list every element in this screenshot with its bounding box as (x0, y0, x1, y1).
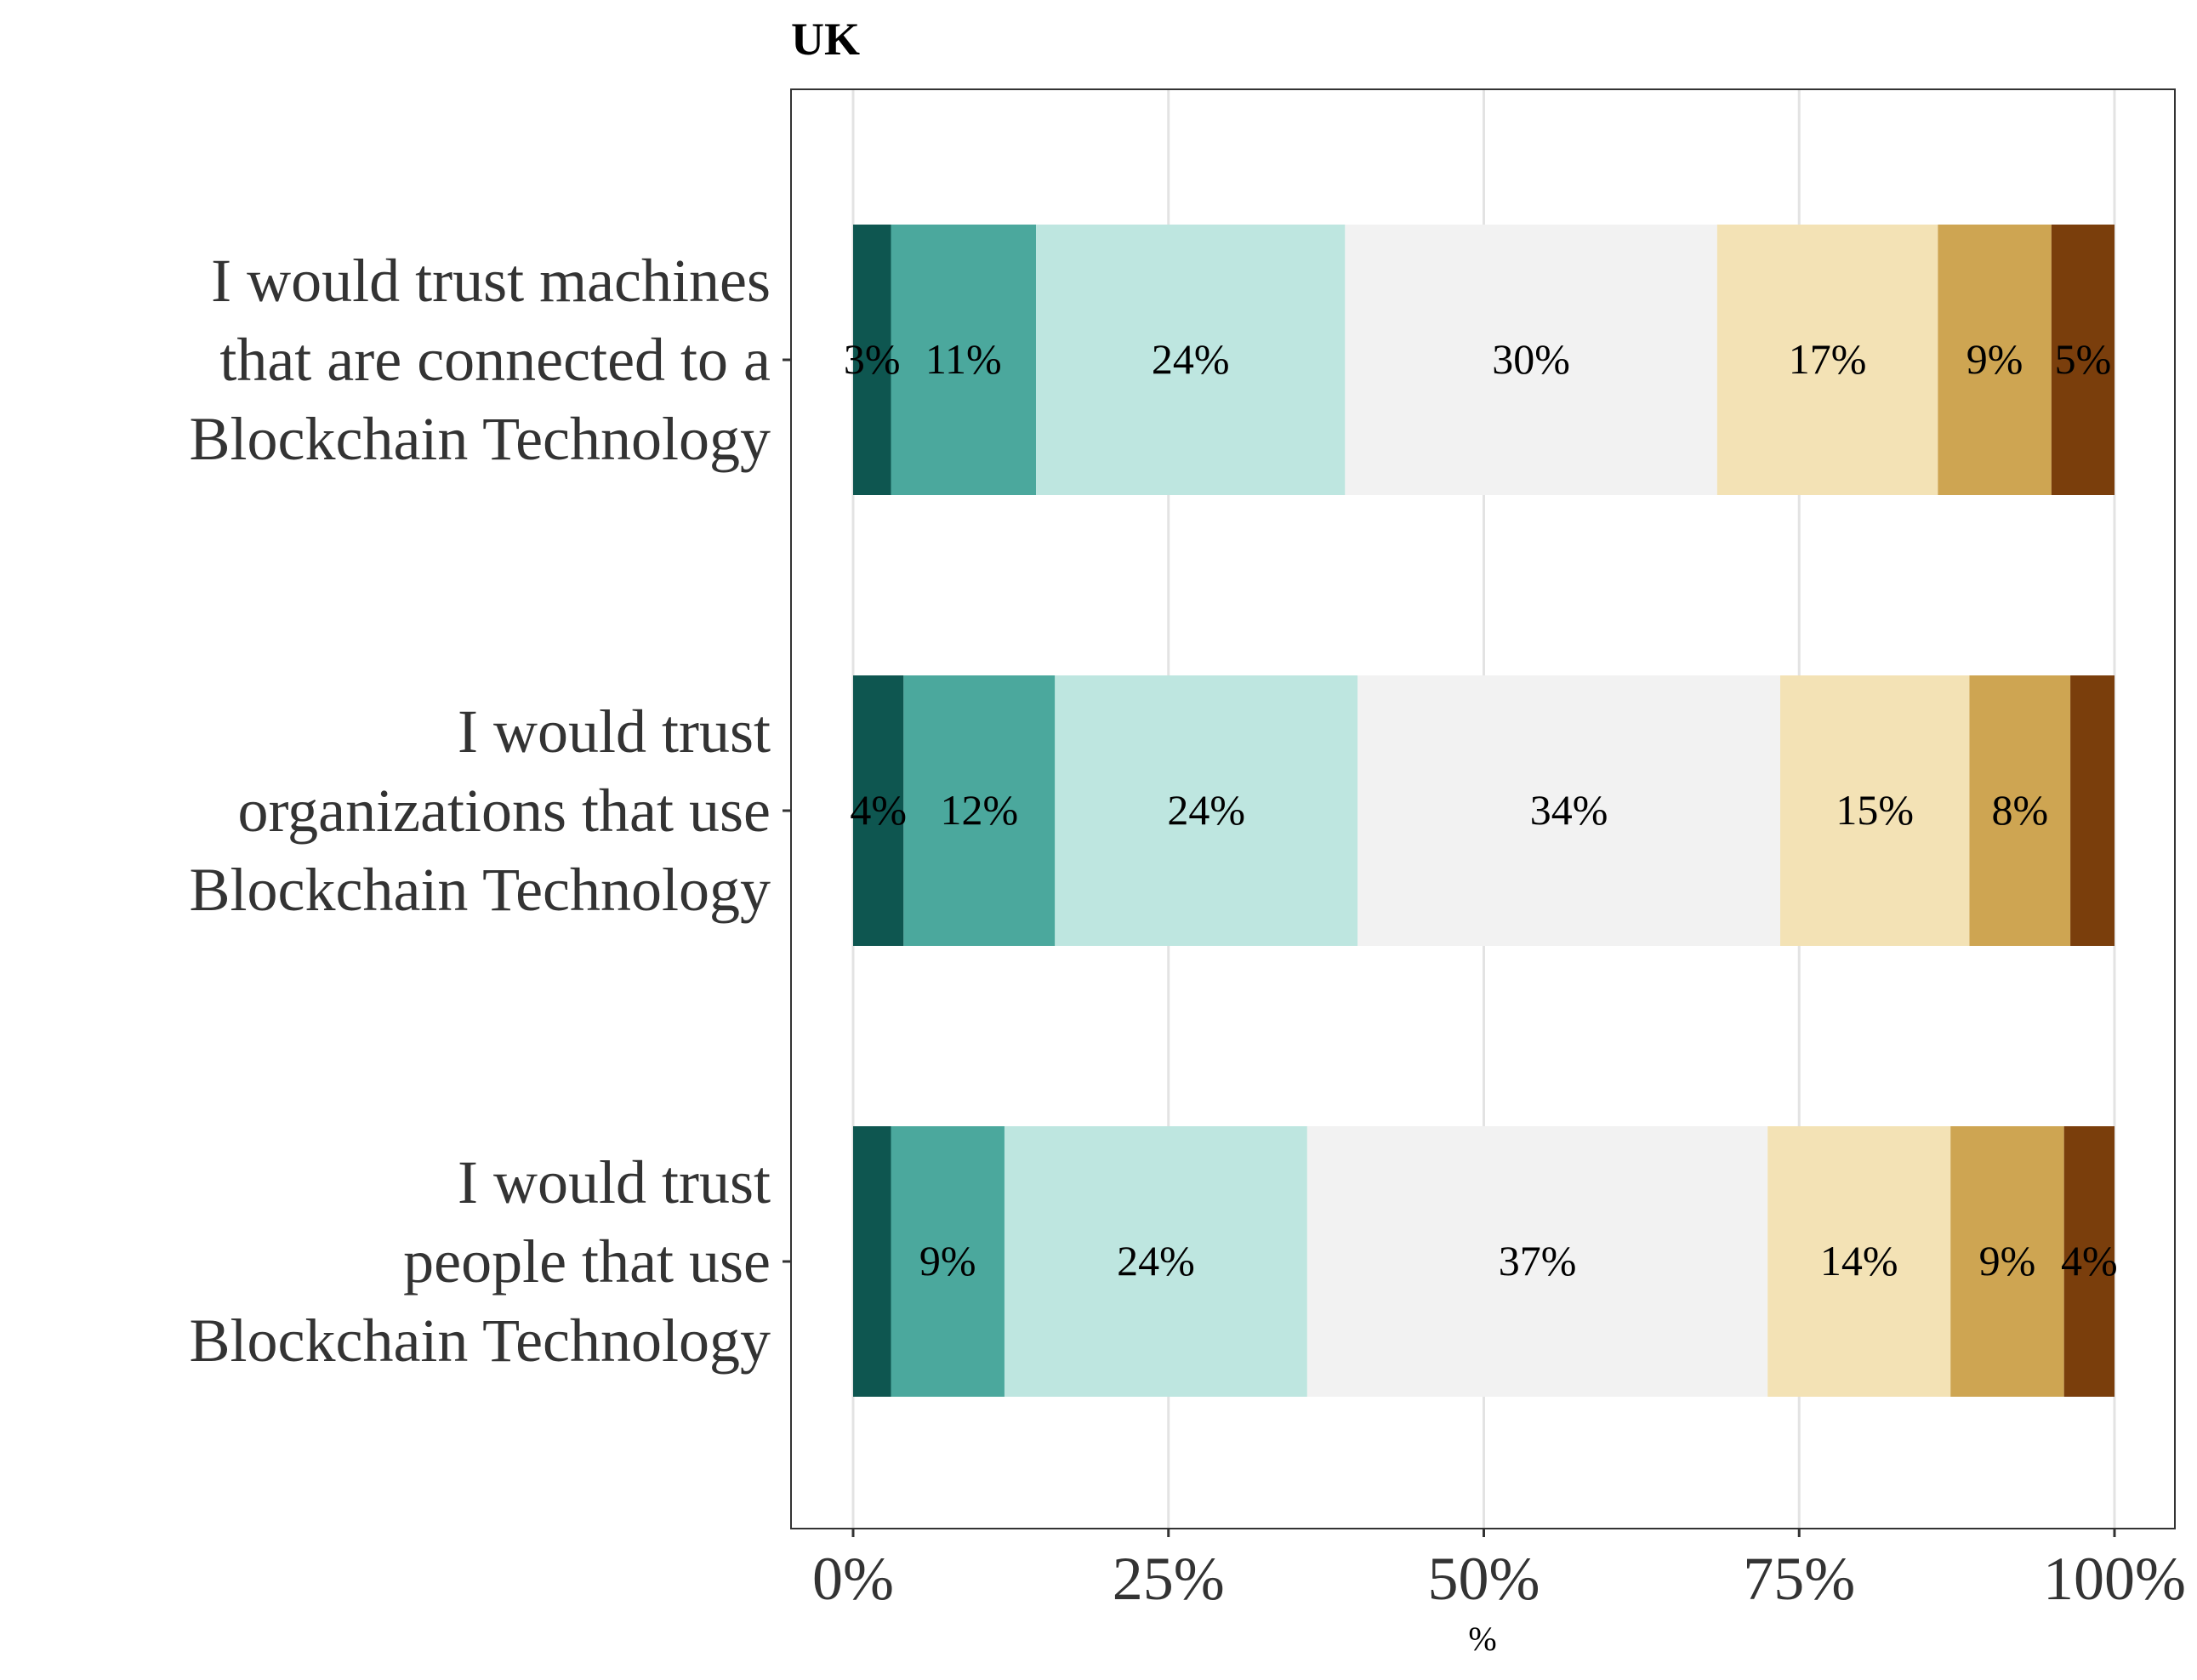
data-label: 17% (1789, 335, 1867, 383)
data-label: 30% (1492, 335, 1570, 383)
data-label: 4% (850, 786, 907, 834)
bar-segment (1055, 675, 1358, 946)
bar-segment (1716, 225, 1938, 495)
data-label: 9% (1966, 335, 2023, 383)
bar-segment (1780, 675, 1970, 946)
y-tick-label: Blockchain Technology (190, 856, 771, 924)
data-label: 34% (1530, 786, 1608, 834)
data-label: 24% (1167, 786, 1245, 834)
chart-title: UK (791, 14, 860, 65)
bar-segment (1004, 1126, 1307, 1397)
x-tick-label: 25% (1113, 1545, 1225, 1613)
bar-segment (891, 225, 1037, 495)
data-label: 12% (940, 786, 1018, 834)
x-tick-label: 50% (1428, 1545, 1540, 1613)
bar-segment (1969, 675, 2071, 946)
data-label: 3% (844, 335, 901, 383)
x-tick-label: 0% (812, 1545, 894, 1613)
y-tick-label: I would trust machines (211, 247, 771, 315)
y-tick-label: people that use (403, 1227, 771, 1296)
bar-segment (2051, 225, 2114, 495)
x-tick-label: 100% (2043, 1545, 2186, 1613)
data-label: 15% (1836, 786, 1914, 834)
bar-segment (1345, 225, 1717, 495)
data-label: 11% (925, 335, 1002, 383)
bar-segment (1938, 225, 2052, 495)
y-tick-label: organizations that use (237, 777, 771, 845)
bar-segment (891, 1126, 1005, 1397)
data-label: 8% (1991, 786, 2048, 834)
bar-segment (1306, 1126, 1768, 1397)
data-label: 24% (1117, 1237, 1195, 1284)
y-tick-label: Blockchain Technology (190, 405, 771, 473)
x-axis-title: % (1468, 1620, 1496, 1658)
bar-segment (853, 675, 904, 946)
bar-segment (903, 675, 1056, 946)
data-label: 5% (2055, 335, 2112, 383)
x-axis: 0% 25% 50% 75% 100% (812, 1529, 2186, 1613)
bar-segment (853, 225, 891, 495)
data-label: 4% (2061, 1237, 2118, 1284)
bar-segment (1767, 1126, 1951, 1397)
y-tick-label: Blockchain Technology (190, 1307, 771, 1375)
bars (853, 225, 2114, 1397)
data-label: 9% (1979, 1237, 2036, 1284)
x-tick-label: 75% (1743, 1545, 1855, 1613)
data-label: 14% (1820, 1237, 1898, 1284)
bar-segment (853, 1126, 891, 1397)
data-label: 37% (1499, 1237, 1577, 1284)
y-tick-label: I would trust (458, 698, 771, 766)
data-labels: 3% 11% 24% 30% 17% 9% 5% 4% 12% 24% 34% 15% 8% 9% 24% 3… (844, 335, 2118, 1284)
bar-segment (1036, 225, 1346, 495)
bar-segment (1357, 675, 1781, 946)
y-tick-label: I would trust (458, 1148, 771, 1216)
y-tick-label: that are connected to a (219, 326, 771, 394)
bar-segment (2070, 675, 2114, 946)
y-axis: I would trust machines that are connected… (190, 247, 791, 1375)
data-label: 24% (1152, 335, 1230, 383)
bar-segment (2063, 1126, 2114, 1397)
bar-segment (1950, 1126, 2064, 1397)
data-label: 9% (919, 1237, 976, 1284)
